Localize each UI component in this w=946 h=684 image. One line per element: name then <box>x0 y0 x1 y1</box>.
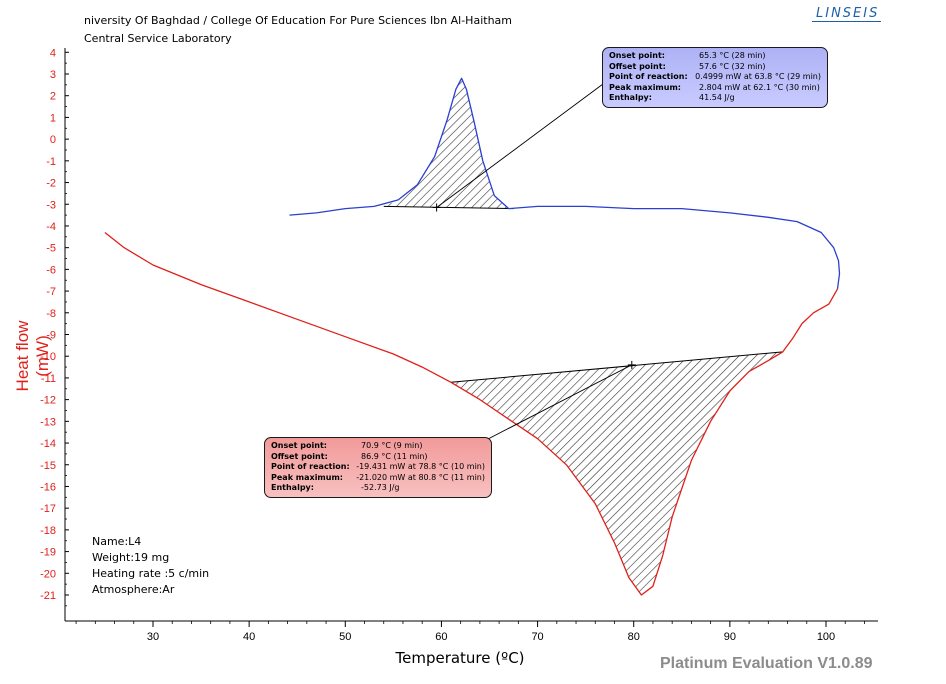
sample-name: Name:L4 <box>92 535 142 548</box>
y-tick-label: -9 <box>46 330 56 342</box>
plot-area: 4 3 2 1 0 -1 -2 -3 -4 -5 -6 -7 -8 -9 -10 -11 -12 -13 -14 -1… <box>40 47 878 643</box>
leader-line-blue <box>436 83 604 208</box>
exotherm-hatched-area <box>451 351 783 595</box>
header-line-1: niversity Of Baghdad / College Of Educat… <box>84 14 512 27</box>
x-tick-label: 80 <box>628 631 640 643</box>
endotherm-hatched-area <box>383 78 514 209</box>
sample-heating-rate: Heating rate :5 c/min <box>92 567 210 580</box>
y-tick-label: -7 <box>46 286 56 298</box>
y-tick-label: -13 <box>40 416 56 428</box>
y-tick-label: -20 <box>40 568 56 580</box>
exotherm-result-box: Onset point: 70.9 °C (9 min) Offset point… <box>264 437 492 498</box>
y-tick-label: -5 <box>46 243 56 255</box>
sample-atmosphere: Atmosphere:Ar <box>92 583 175 596</box>
y-tick-label: -14 <box>40 438 56 450</box>
baseline-1 <box>450 351 783 383</box>
y-tick-label: 3 <box>50 69 56 81</box>
x-tick-label: 90 <box>724 631 736 643</box>
cooling-curve-series <box>104 231 839 596</box>
x-tick-label: 60 <box>435 631 447 643</box>
x-tick-label: 100 <box>817 631 835 643</box>
baseline-0 <box>383 205 514 210</box>
linseis-logo: LINSEIS <box>812 6 882 22</box>
y-tick-label: 2 <box>50 91 56 103</box>
y-tick-label: -1 <box>46 156 56 168</box>
y-tick-label: -8 <box>46 308 56 320</box>
y-tick-label: -15 <box>40 460 56 472</box>
y-axis-label: Heat flow (mW) <box>13 320 52 392</box>
y-tick-label: -3 <box>46 199 56 211</box>
endotherm-result-box: Onset point: 65.3 °C (28 min) Offset poin… <box>602 47 828 108</box>
y-tick-label: -4 <box>46 221 56 233</box>
y-tick-label: -21 <box>40 590 56 602</box>
y-tick-label: -19 <box>40 547 56 559</box>
y-tick-label: -16 <box>40 481 56 493</box>
y-tick-label: 1 <box>50 112 56 124</box>
x-tick-label: 40 <box>243 631 255 643</box>
x-tick-label: 50 <box>339 631 351 643</box>
y-tick-label: -18 <box>40 525 56 537</box>
heating-curve-series <box>289 77 841 289</box>
y-tick-label: 4 <box>50 47 56 59</box>
y-tick-label: -2 <box>46 178 56 190</box>
leader-line-red <box>487 364 632 440</box>
x-tick-label: 30 <box>147 631 159 643</box>
y-tick-label: -10 <box>40 351 56 363</box>
y-tick-label: -6 <box>46 264 56 276</box>
sample-weight: Weight:19 mg <box>92 551 170 564</box>
x-axis-label: Temperature (ºC) <box>395 649 525 667</box>
y-tick-label: 0 <box>50 134 56 146</box>
header-line-2: Central Service Laboratory <box>84 32 232 45</box>
y-tick-label: -11 <box>41 373 56 385</box>
x-tick-label: 70 <box>531 631 543 643</box>
y-tick-label: -12 <box>40 395 56 407</box>
footer-version: Platinum Evaluation V1.0.89 <box>660 655 873 672</box>
y-tick-label: -17 <box>40 503 56 515</box>
